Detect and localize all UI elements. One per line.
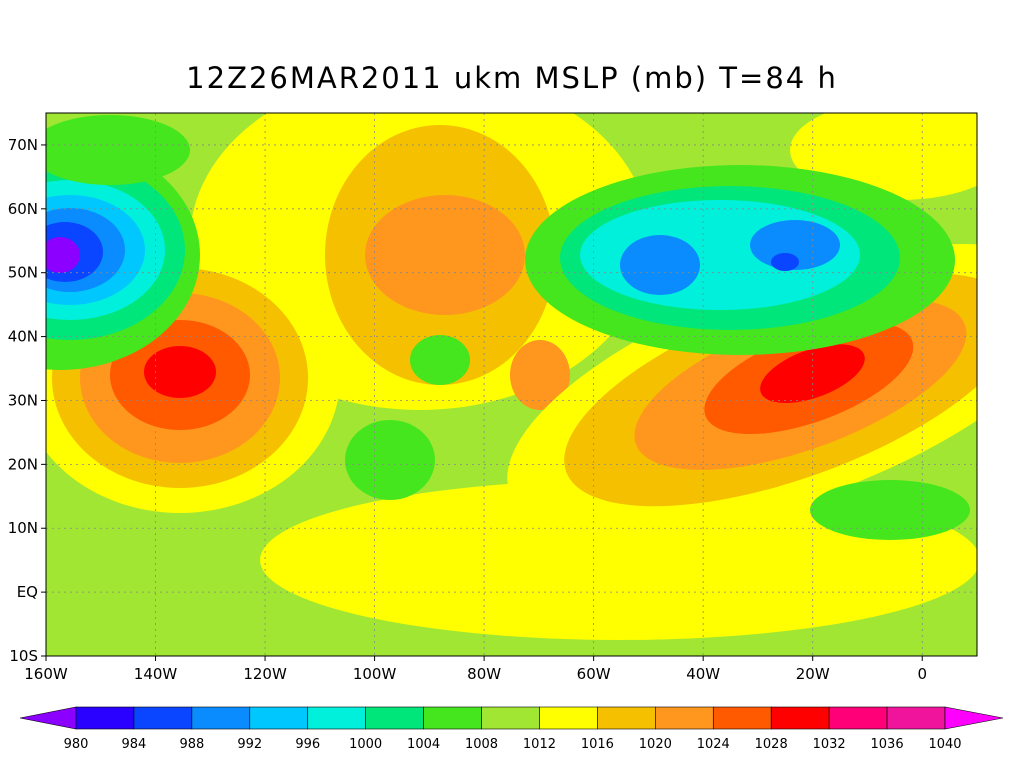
lat-tick-label: 40N bbox=[8, 328, 38, 346]
lat-tick-label: 10S bbox=[9, 647, 38, 665]
colorbar-box bbox=[481, 706, 540, 730]
colorbar-label: 1008 bbox=[465, 737, 498, 752]
lon-tick-label: 20W bbox=[796, 665, 830, 683]
lon-tick-label: 120W bbox=[243, 665, 287, 683]
colorbar: 980 984 988 992 996 1000 1004 1008 1012 1016 1020 1… bbox=[19, 706, 1004, 752]
colorbar-label: 988 bbox=[179, 737, 204, 752]
colorbar-label: 1020 bbox=[639, 737, 672, 752]
colorbar-box bbox=[365, 706, 424, 730]
colorbar-box bbox=[307, 706, 366, 730]
colorbar-label: 1016 bbox=[581, 737, 614, 752]
colorbar-label: 1036 bbox=[871, 737, 904, 752]
colorbar-box bbox=[828, 706, 888, 730]
colorbar-box bbox=[770, 706, 830, 730]
colorbar-label: 1028 bbox=[755, 737, 788, 752]
lon-tick-label: 40W bbox=[686, 665, 720, 683]
colorbar-label: 1032 bbox=[813, 737, 846, 752]
colorbar-label: 1040 bbox=[928, 737, 961, 752]
colorbar-arrow-high bbox=[944, 706, 1004, 730]
colorbar-label: 992 bbox=[237, 737, 262, 752]
colorbar-label: 1012 bbox=[523, 737, 556, 752]
map-title: 12Z26MAR2011 ukm MSLP (mb) T=84 h bbox=[186, 61, 838, 95]
colorbar-label: 1004 bbox=[407, 737, 440, 752]
colorbar-box bbox=[75, 706, 135, 730]
colorbar-box bbox=[712, 706, 772, 730]
lon-tick-label: 160W bbox=[24, 665, 68, 683]
colorbar-box bbox=[655, 706, 714, 730]
lat-tick-label: 60N bbox=[8, 200, 38, 218]
lat-tick-label: EQ bbox=[17, 583, 38, 601]
colorbar-label: 1000 bbox=[349, 737, 382, 752]
colorbar-label: 980 bbox=[64, 737, 89, 752]
colorbar-label: 996 bbox=[295, 737, 320, 752]
lat-tick-label: 20N bbox=[8, 455, 38, 473]
colorbar-box bbox=[423, 706, 482, 730]
lat-tick-label: 70N bbox=[8, 136, 38, 154]
colorbar-arrow-low bbox=[19, 706, 77, 730]
colorbar-box bbox=[249, 706, 309, 730]
lat-tick-label: 30N bbox=[8, 391, 38, 409]
colorbar-box bbox=[191, 706, 251, 730]
map-frame bbox=[45, 112, 978, 657]
lon-tick-label: 60W bbox=[577, 665, 611, 683]
colorbar-label: 1024 bbox=[697, 737, 730, 752]
lon-tick-label: 0 bbox=[917, 665, 927, 683]
lon-tick-label: 140W bbox=[134, 665, 178, 683]
lat-tick-label: 50N bbox=[8, 264, 38, 282]
axis-labels: 160W 140W 120W 100W 80W 60W 40W 20W 0 10S EQ 10N 20N… bbox=[8, 136, 927, 683]
lon-tick-label: 80W bbox=[467, 665, 501, 683]
colorbar-box bbox=[133, 706, 193, 730]
pressure-field bbox=[46, 113, 977, 656]
colorbar-box bbox=[886, 706, 946, 730]
colorbar-label: 984 bbox=[122, 737, 147, 752]
lat-tick-label: 10N bbox=[8, 519, 38, 537]
lon-tick-label: 100W bbox=[353, 665, 397, 683]
colorbar-box bbox=[597, 706, 656, 730]
colorbar-box bbox=[539, 706, 598, 730]
